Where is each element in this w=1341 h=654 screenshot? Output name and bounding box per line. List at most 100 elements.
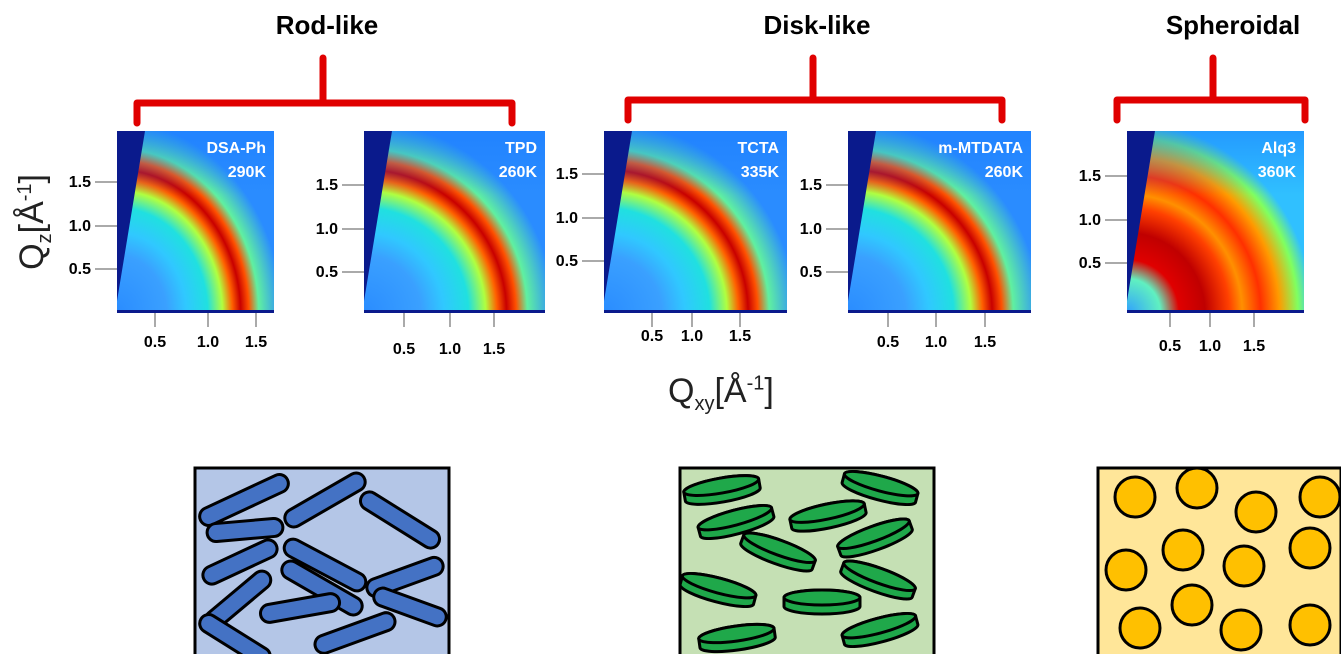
diffraction-panel-5: Alq3 360K 1.5 1.0 0.5 0.5 1.0 1.5 <box>1079 131 1304 355</box>
y-tick-label: 0.5 <box>556 253 578 270</box>
y-tick-label: 1.5 <box>1079 168 1101 185</box>
category-title-spheroidal: Spheroidal <box>1165 10 1301 40</box>
x-tick-label: 1.0 <box>197 334 219 351</box>
rod-molecule <box>258 592 342 624</box>
disk-molecule-top <box>842 469 920 498</box>
diffraction-panel-4: m-MTDATA 260K 1.5 1.0 0.5 0.5 1.0 1.5 <box>800 131 1031 351</box>
missing-wedge <box>604 131 632 301</box>
panel-material-label: DSA-Ph <box>206 140 266 157</box>
rod-molecule <box>365 555 445 599</box>
spheroidal-molecule <box>1170 583 1214 627</box>
y-tick-label: 0.5 <box>1079 255 1101 272</box>
image-shading <box>848 131 1031 313</box>
disk-molecule-top <box>836 517 911 551</box>
disk-molecule-top <box>788 499 866 524</box>
spheroidal-molecule <box>1175 466 1219 510</box>
y-tick-label: 1.0 <box>556 210 578 227</box>
horizon-line <box>604 310 787 313</box>
category-title-rod: Rod-like <box>275 10 379 40</box>
y-tick-label: 1.5 <box>556 166 578 183</box>
disk-molecule-top <box>697 622 776 645</box>
spheroidal-molecule <box>1219 608 1263 652</box>
x-tick-label: 0.5 <box>1159 338 1181 355</box>
horizon-line <box>848 310 1031 313</box>
y-tick-label: 0.5 <box>69 261 91 278</box>
panel-material-label: TPD <box>505 140 537 157</box>
disk-molecule-top <box>682 474 761 497</box>
bracket-rod <box>133 54 516 127</box>
x-tick-label: 0.5 <box>877 334 899 351</box>
disk-molecule-top <box>696 503 774 532</box>
x-tick-label: 0.5 <box>144 334 166 351</box>
y-tick-label: 1.5 <box>69 174 91 191</box>
y-tick-label: 1.0 <box>69 218 91 235</box>
disk-molecule-top <box>680 571 758 600</box>
disk-molecule-top <box>782 588 862 607</box>
x-tick-label: 1.0 <box>681 328 703 345</box>
x-tick-label: 0.5 <box>641 328 663 345</box>
spheroidal-molecule <box>1288 603 1332 647</box>
x-tick-label: 1.5 <box>974 334 996 351</box>
x-tick-label: 1.5 <box>1243 338 1265 355</box>
rod-molecule <box>205 516 285 544</box>
disk-molecule-top <box>840 611 918 640</box>
schematic-spheres <box>1096 466 1341 654</box>
spheroidal-molecule <box>1113 475 1157 519</box>
disk-molecule-top <box>742 531 817 565</box>
panel-temperature-label: 335K <box>741 164 780 181</box>
spheroidal-molecule <box>1288 526 1332 570</box>
missing-wedge <box>848 131 876 301</box>
diffraction-panel-2: TPD 260K 1.5 1.0 0.5 0.5 1.0 1.5 <box>316 131 545 358</box>
schematic-disks <box>678 466 936 654</box>
panel-material-label: m-MTDATA <box>938 140 1023 157</box>
y-tick-label: 1.0 <box>316 221 338 238</box>
spheroidal-molecule <box>1234 490 1278 534</box>
panel-temperature-label: 360K <box>1258 164 1297 181</box>
y-tick-label: 1.5 <box>316 177 338 194</box>
missing-wedge <box>364 131 392 301</box>
panel-material-label: TCTA <box>738 140 780 157</box>
bracket-disk <box>624 54 1006 124</box>
rod-molecule <box>358 490 442 550</box>
image-shading <box>117 131 274 313</box>
x-tick-label: 1.0 <box>439 341 461 358</box>
rod-molecule <box>283 471 367 529</box>
x-tick-label: 1.0 <box>925 334 947 351</box>
rod-molecule <box>201 538 279 586</box>
diffraction-panel-3: TCTA 335K 1.5 1.0 0.5 0.5 1.0 1.5 <box>556 131 787 345</box>
y-tick-label: 0.5 <box>316 264 338 281</box>
spheroidal-molecule <box>1222 544 1266 588</box>
bracket-sphere <box>1113 54 1309 124</box>
horizon-line <box>364 310 545 313</box>
image-shading <box>604 131 787 313</box>
y-tick-label: 1.0 <box>1079 212 1101 229</box>
horizon-line <box>117 310 274 313</box>
image-shading <box>364 131 545 313</box>
rod-molecule <box>313 611 397 654</box>
horizon-line <box>1127 310 1304 313</box>
rod-molecule <box>372 586 448 628</box>
missing-wedge <box>1127 131 1155 301</box>
panel-temperature-label: 260K <box>499 164 538 181</box>
spheroidal-molecule <box>1104 548 1148 592</box>
missing-wedge <box>117 131 145 301</box>
category-title-disk: Disk-like <box>763 10 871 40</box>
x-tick-label: 1.5 <box>729 328 751 345</box>
spheroidal-molecule <box>1161 528 1205 572</box>
y-tick-label: 1.0 <box>800 221 822 238</box>
spheroidal-molecule <box>1298 475 1341 519</box>
x-tick-label: 1.5 <box>245 334 267 351</box>
panel-material-label: Alq3 <box>1261 140 1296 157</box>
y-tick-label: 0.5 <box>800 264 822 281</box>
panel-temperature-label: 290K <box>228 164 267 181</box>
x-tick-label: 0.5 <box>393 341 415 358</box>
x-tick-label: 1.5 <box>483 341 505 358</box>
rod-molecule <box>282 537 368 593</box>
rod-molecule <box>198 473 290 527</box>
rod-molecule <box>198 613 272 654</box>
diffraction-panel-1: DSA-Ph 290K 1.5 1.0 0.5 0.5 1.0 1.5 <box>69 131 274 351</box>
schematic-rods <box>193 466 451 654</box>
disk-molecule-top <box>842 559 917 593</box>
x-axis-title: Qxy[Å-1] <box>668 372 774 415</box>
